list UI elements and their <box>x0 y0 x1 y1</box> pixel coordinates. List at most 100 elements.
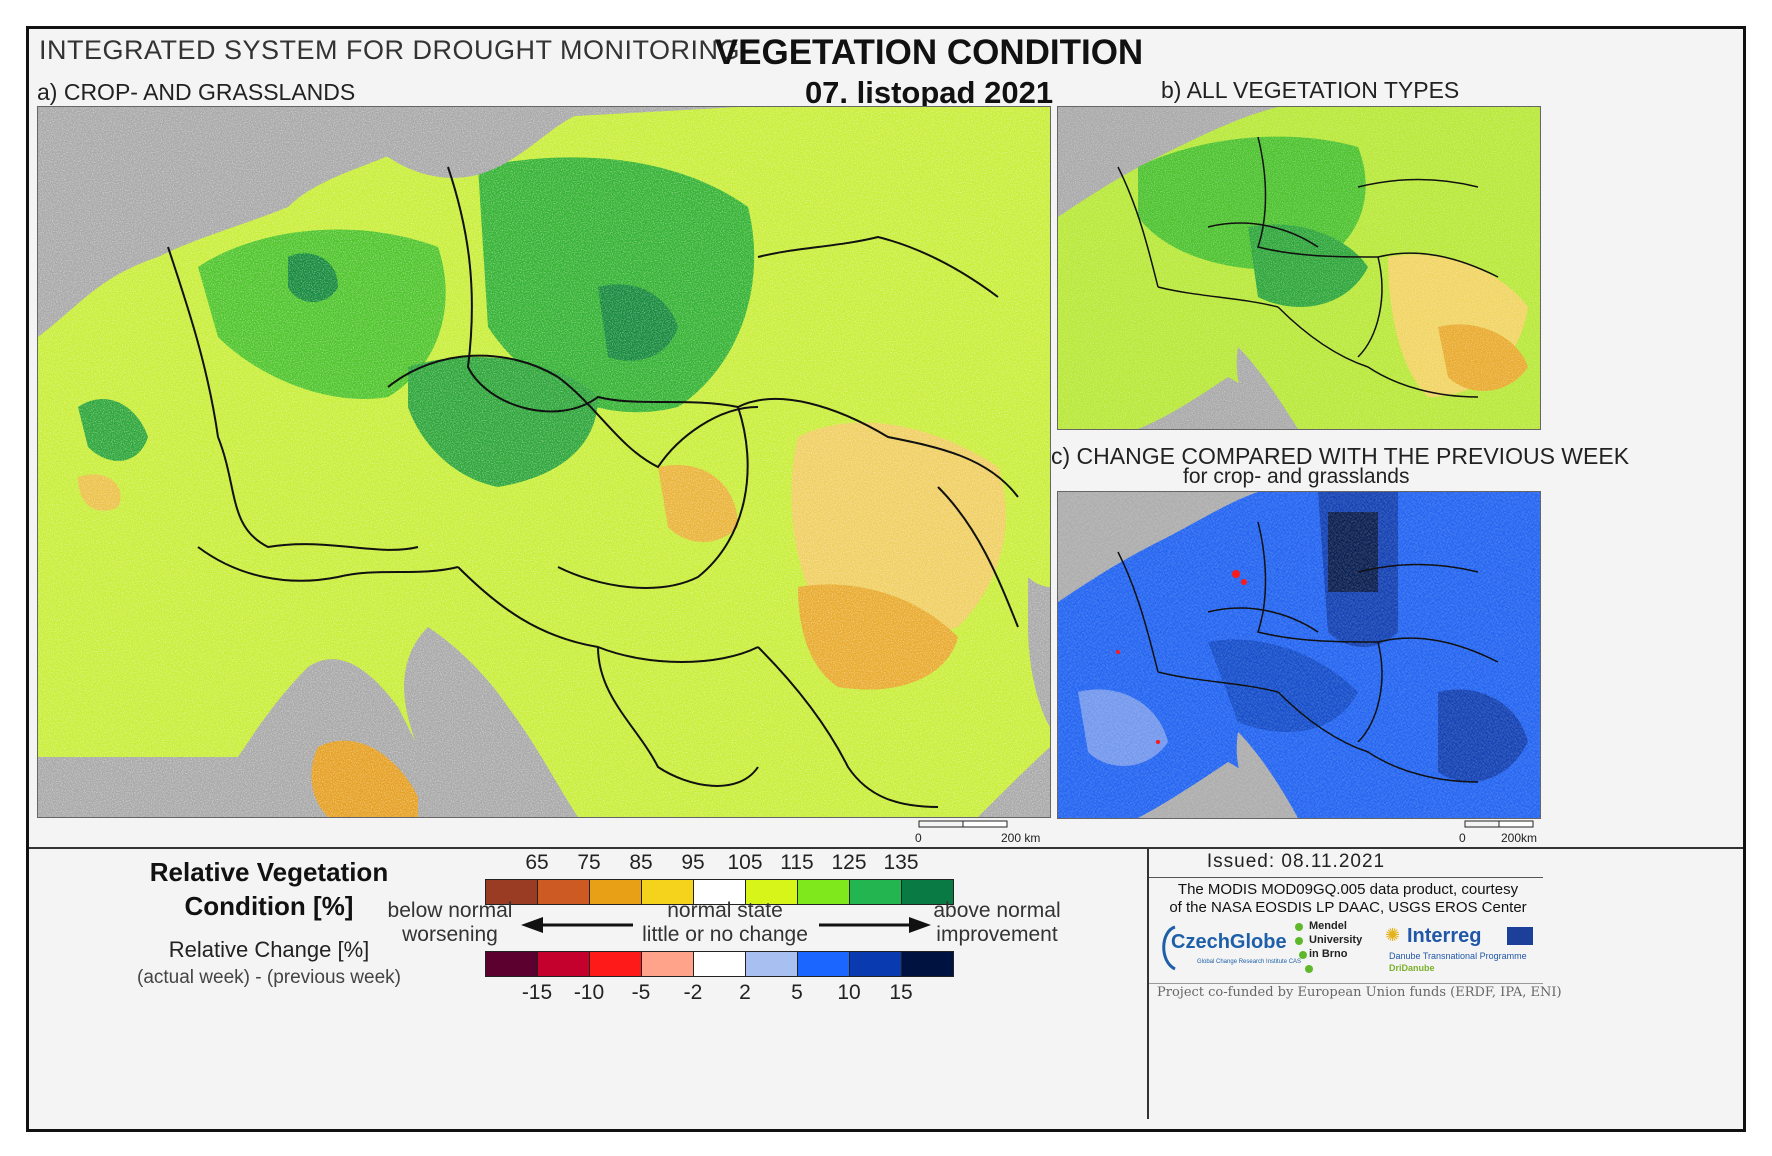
legend-title: Relative Vegetation Condition [%] <box>89 855 449 923</box>
mendel-dot-icon <box>1295 923 1303 931</box>
condition-colorbar: 65 75 85 95 105 115 125 135 <box>485 849 965 959</box>
below-normal-label: below normal worsening <box>385 899 515 947</box>
funded-text: Project co-funded by European Union fund… <box>1157 985 1562 1000</box>
mendel-line1: Mendel <box>1309 920 1347 932</box>
panel-a-map <box>37 106 1051 818</box>
change-tick-label: -10 <box>573 981 605 1004</box>
legend-title-line1: Relative Vegetation <box>149 857 389 887</box>
change-tick-label: 15 <box>889 981 913 1004</box>
courtesy-line1: The MODIS MOD09GQ.005 data product, cour… <box>1177 881 1519 898</box>
panel-a-label: a) CROP- AND GRASSLANDS <box>37 79 356 105</box>
credits-rule-bottom <box>1149 983 1543 984</box>
above-normal-label: above normal improvement <box>927 899 1067 947</box>
mendel-dot-icon <box>1295 937 1303 945</box>
czechglobe-subtext: Global Change Research Institute CAS <box>1197 959 1302 965</box>
change-swatch <box>901 951 954 977</box>
legend-change-sub: (actual week) - (previous week) <box>137 967 401 988</box>
panel-b-label: b) ALL VEGETATION TYPES <box>1161 77 1460 103</box>
courtesy-text: The MODIS MOD09GQ.005 data product, cour… <box>1153 881 1543 917</box>
condition-swatch <box>485 879 538 905</box>
normal-state-label: normal state little or no change <box>635 899 815 947</box>
czechglobe-logo-graphic <box>1162 925 1176 971</box>
change-swatch <box>641 951 694 977</box>
eu-flag-icon <box>1507 927 1533 945</box>
change-swatch <box>485 951 538 977</box>
right-arrow-icon <box>819 917 931 933</box>
worsening-text: worsening <box>402 923 498 946</box>
change-swatch <box>797 951 850 977</box>
left-arrow-icon <box>521 917 633 933</box>
mendel-line3: in Brno <box>1309 948 1348 960</box>
panel-a-scalebar <box>915 819 1015 836</box>
system-title: INTEGRATED SYSTEM FOR DROUGHT MONITORING <box>39 35 741 65</box>
condition-tick-label: 95 <box>681 851 705 874</box>
credits-rule <box>1149 877 1543 878</box>
map-date: 07. listopad 2021 <box>804 75 1054 110</box>
mendel-dot-icon <box>1299 951 1307 959</box>
change-tick-label: -2 <box>683 981 703 1004</box>
change-tick-label: 2 <box>739 981 751 1004</box>
condition-tick-label: 75 <box>577 851 601 874</box>
panel-c-map-graphic <box>1058 492 1540 818</box>
below-normal-text: below normal <box>387 899 513 922</box>
panel-c-label: c) CHANGE COMPARED WITH THE PREVIOUS WEE… <box>1051 443 1630 469</box>
condition-swatch <box>641 879 694 905</box>
condition-swatch <box>693 879 746 905</box>
condition-swatch <box>537 879 590 905</box>
interreg-text: Interreg <box>1407 925 1482 947</box>
legend-change-title: Relative Change [%] <box>168 937 370 962</box>
mendel-dot-icon <box>1305 965 1313 973</box>
panel-b-map-graphic <box>1058 107 1540 429</box>
panel-c-scale-end: 200km <box>1501 831 1538 845</box>
condition-tick-label: 105 <box>727 851 763 874</box>
change-tick-label: -5 <box>631 981 651 1004</box>
change-swatch <box>589 951 642 977</box>
scalebar-graphic <box>918 820 1008 828</box>
change-swatch <box>849 951 902 977</box>
condition-swatch <box>589 879 642 905</box>
condition-tick-label: 135 <box>883 851 919 874</box>
interreg-logo: ✺ Interreg Danube Transnational Programm… <box>1385 921 1545 981</box>
improvement-text: improvement <box>936 923 1058 946</box>
change-tick-label: 5 <box>791 981 803 1004</box>
scalebar-c-graphic <box>1464 820 1534 828</box>
czechglobe-logo: CzechGlobe Global Change Research Instit… <box>1157 921 1301 975</box>
change-swatch <box>745 951 798 977</box>
above-normal-text: above normal <box>933 899 1061 922</box>
courtesy-line2: of the NASA EOSDIS LP DAAC, USGS EROS Ce… <box>1169 899 1527 916</box>
normal-state-text: normal state <box>667 899 783 922</box>
czechglobe-text: CzechGlobe <box>1171 931 1287 953</box>
panel-c-map <box>1057 491 1541 819</box>
interreg-subtext: Danube Transnational Programme <box>1389 951 1527 961</box>
condition-tick-label: 125 <box>831 851 867 874</box>
mendel-text: Mendel University in Brno <box>1309 919 1362 961</box>
dridanube-text: DriDanube <box>1389 963 1435 973</box>
map-title: VEGETATION CONDITION <box>714 33 1144 72</box>
legend-title-line2: Condition [%] <box>184 891 354 921</box>
panel-c-scalebar <box>1461 819 1541 836</box>
panel-a-scale-end: 200 km <box>1001 831 1041 845</box>
map-frame: INTEGRATED SYSTEM FOR DROUGHT MONITORING… <box>26 26 1746 1132</box>
change-swatch <box>693 951 746 977</box>
credits-divider <box>1147 847 1149 1119</box>
mendel-line2: University <box>1309 934 1363 946</box>
condition-swatch <box>745 879 798 905</box>
condition-tick-label: 85 <box>629 851 653 874</box>
sun-icon: ✺ <box>1385 925 1401 945</box>
panel-a-map-graphic <box>38 107 1050 817</box>
condition-swatch <box>849 879 902 905</box>
panel-b-map <box>1057 106 1541 430</box>
change-colorbar: -15 -10 -5 -2 2 5 10 15 <box>485 949 965 1059</box>
condition-swatch <box>901 879 954 905</box>
little-change-text: little or no change <box>642 923 808 946</box>
change-tick-label: -15 <box>521 981 553 1004</box>
issued-date: Issued: 08.11.2021 <box>1206 851 1386 872</box>
change-swatch <box>537 951 590 977</box>
change-tick-label: 10 <box>837 981 861 1004</box>
condition-tick-label: 65 <box>525 851 549 874</box>
panel-c-scale-zero: 0 <box>1459 831 1466 845</box>
panel-a-scale-zero: 0 <box>915 831 922 845</box>
legend-area <box>29 847 1743 1121</box>
condition-tick-label: 115 <box>780 851 814 874</box>
mendel-logo: Mendel University in Brno <box>1295 919 1385 979</box>
